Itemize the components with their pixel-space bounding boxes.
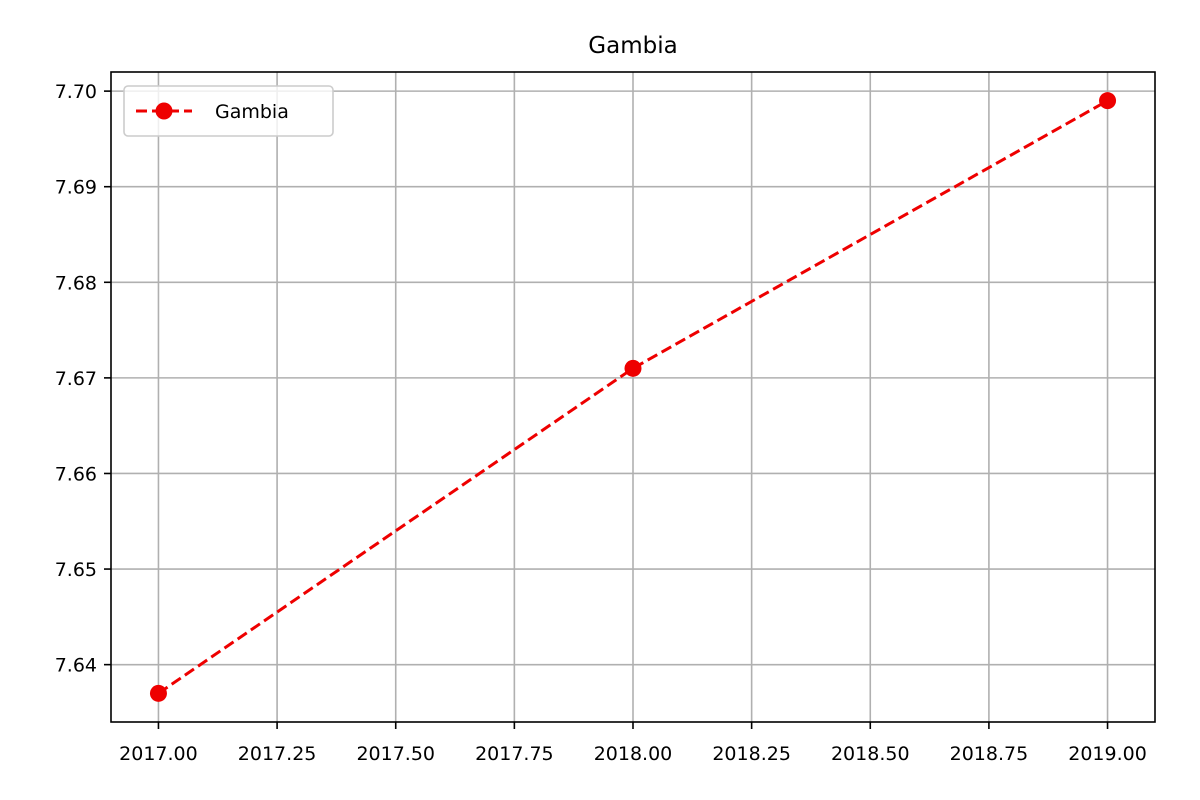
data-point: [624, 359, 642, 377]
series-layer: [149, 92, 1117, 702]
x-tick-label: 2018.50: [831, 743, 910, 765]
x-tick-label: 2018.75: [950, 743, 1029, 765]
y-tick-label: 7.64: [55, 655, 97, 677]
x-tick-label: 2018.25: [712, 743, 791, 765]
y-tick-label: 7.67: [55, 368, 97, 390]
legend-marker-swatch: [155, 102, 173, 120]
x-tick-label: 2018.00: [594, 743, 673, 765]
x-tick-label: 2017.50: [356, 743, 435, 765]
x-tick-label: 2017.00: [119, 743, 198, 765]
x-tick-label: 2017.75: [475, 743, 554, 765]
legend: Gambia: [123, 85, 334, 137]
axis-ticks: 2017.00 2017.25 2017.50 2017.75 2018.00 2018.…: [55, 81, 1147, 765]
series-line: [157, 99, 1109, 695]
y-tick-label: 7.65: [55, 559, 97, 581]
legend-box: [123, 85, 334, 137]
x-tick-label: 2017.25: [238, 743, 317, 765]
x-tick-label: 2019.00: [1068, 743, 1147, 765]
grid: [111, 72, 1155, 722]
chart-title: Gambia: [588, 33, 677, 59]
y-tick-label: 7.69: [55, 177, 97, 199]
data-point: [149, 684, 167, 702]
y-tick-label: 7.70: [55, 81, 97, 103]
data-point: [1099, 92, 1117, 110]
legend-label: Gambia: [215, 101, 289, 123]
y-tick-label: 7.68: [55, 272, 97, 294]
y-tick-label: 7.66: [55, 463, 97, 485]
